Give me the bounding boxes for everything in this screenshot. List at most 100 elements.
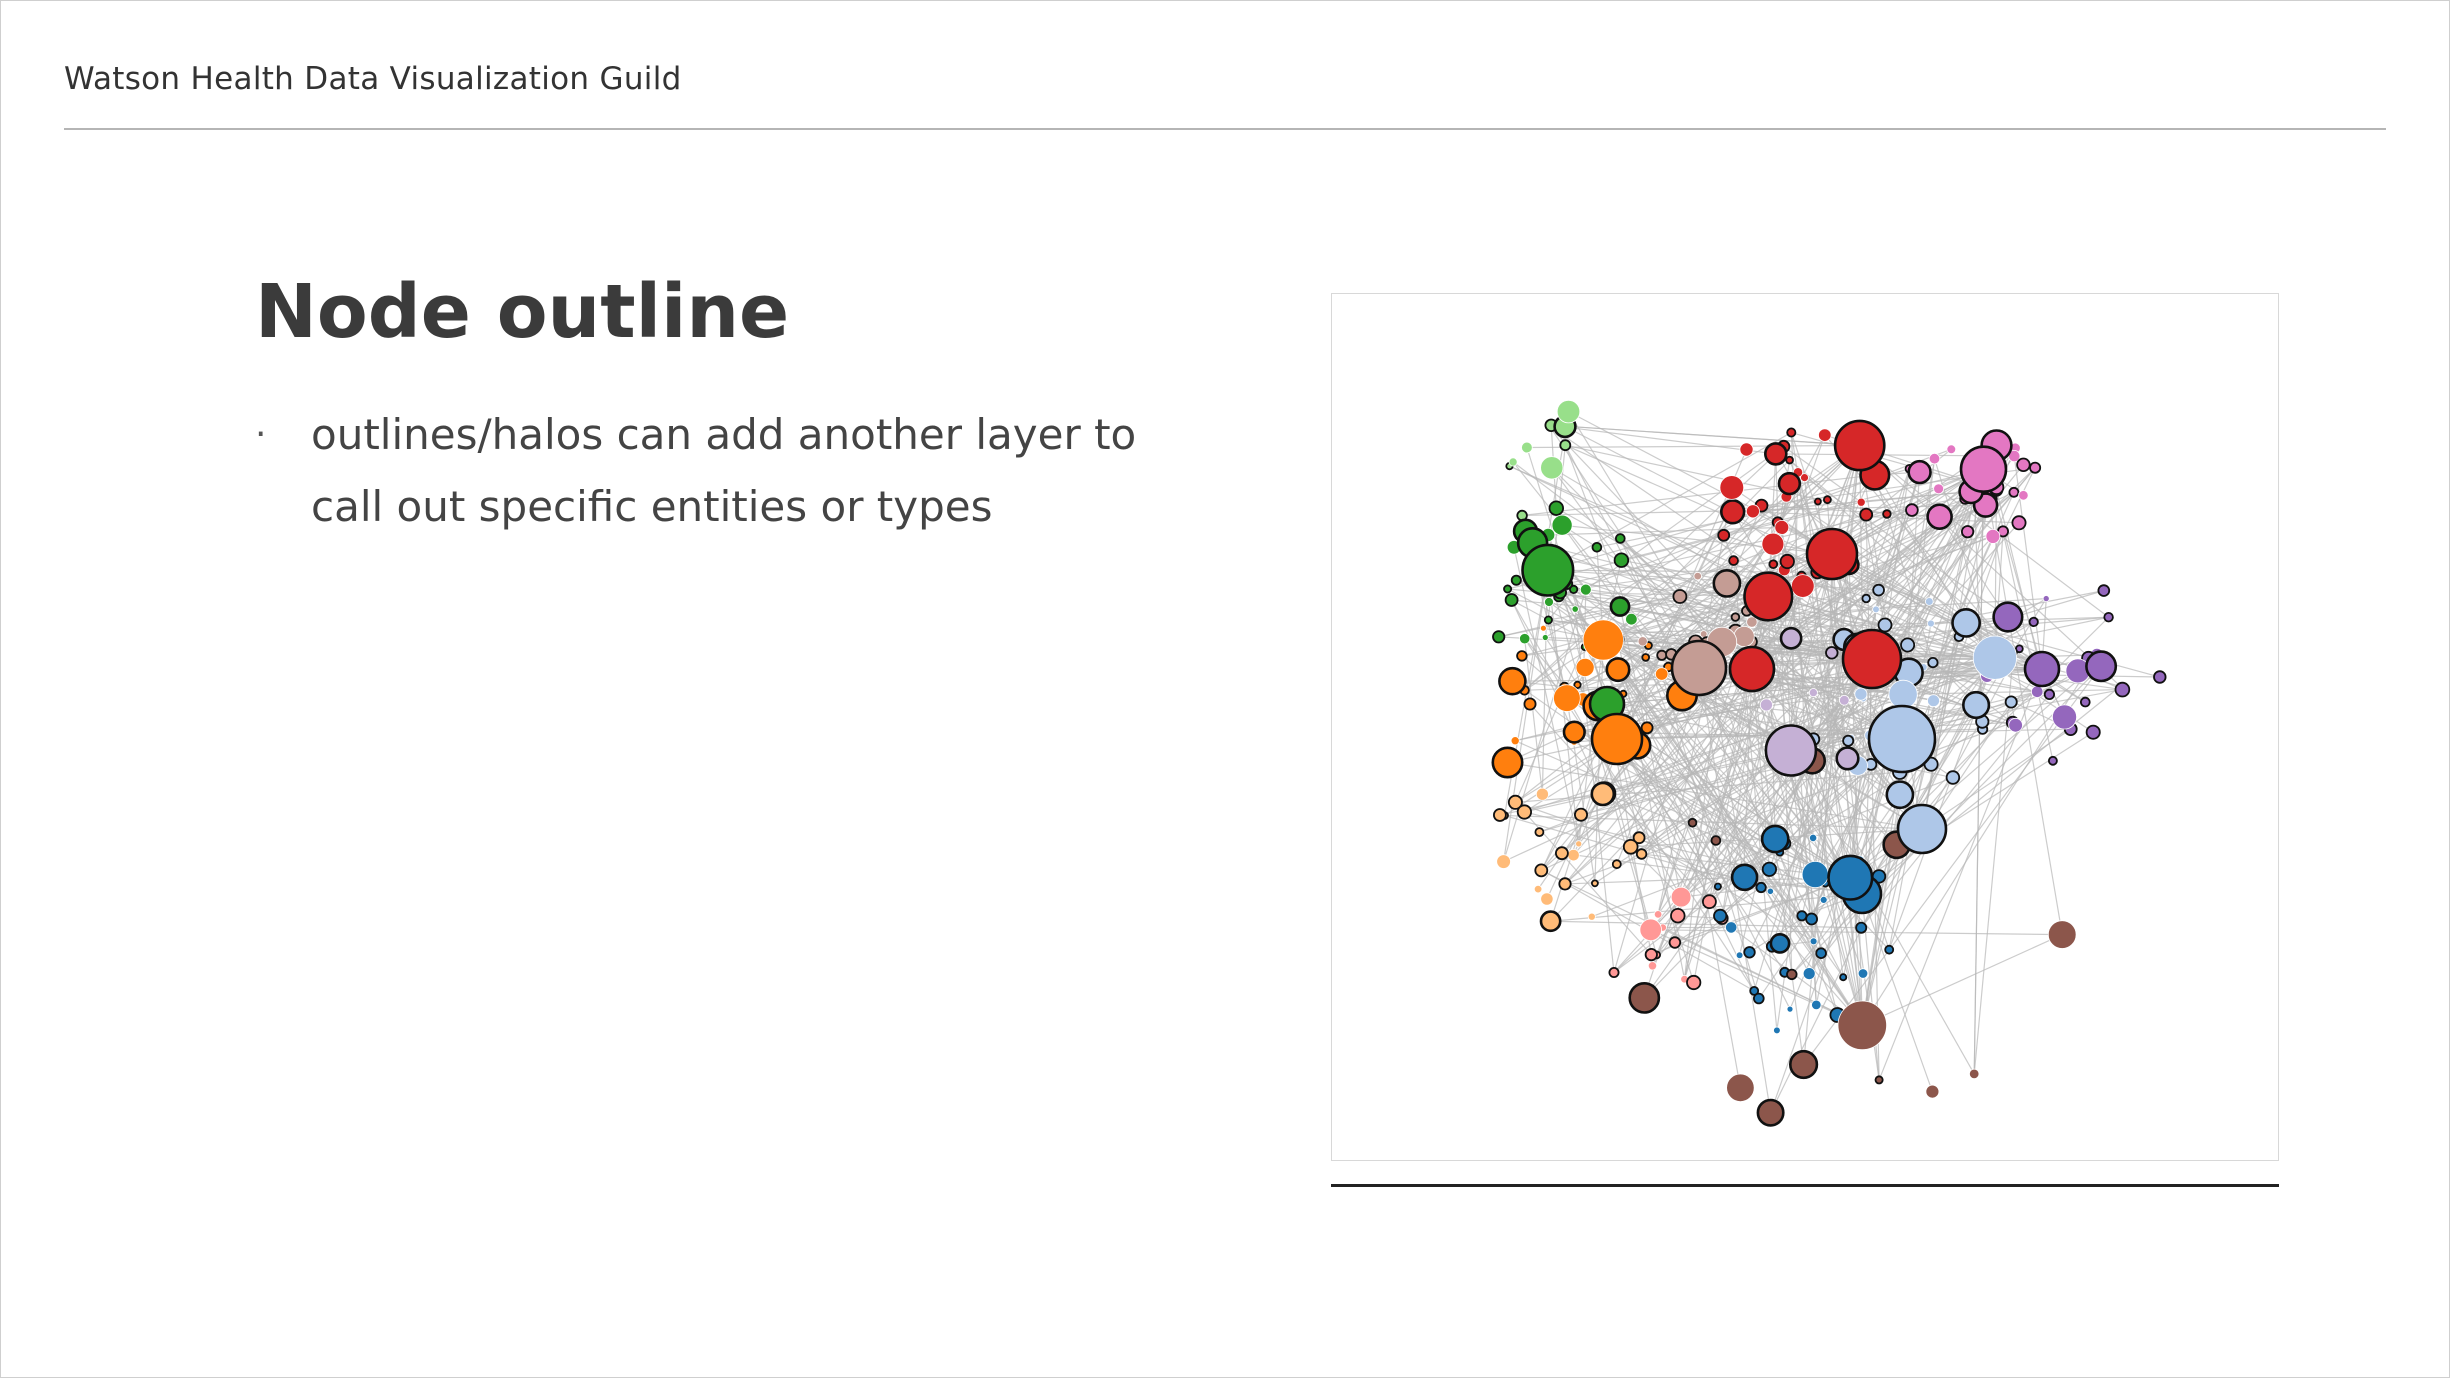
graph-node [2031,685,2044,698]
graph-node-outlined [1492,630,1506,644]
graph-node [1553,684,1581,712]
graph-edge [1643,668,1753,999]
graph-node-outlined [1777,471,1802,496]
network-graph [1491,399,2167,1127]
graph-node [1655,667,1669,681]
graph-edge [1698,667,1772,1113]
graph-edge [1861,893,1933,1092]
graph-node-outlined [1510,574,1522,586]
graph-node-outlined [1822,495,1832,505]
graph-node-outlined [1573,680,1582,689]
graph-node-outlined [1786,968,1798,981]
graph-node [1533,884,1543,894]
graph-node-outlined [1713,908,1728,924]
graph-node-outlined [1764,724,1818,777]
graph-edge [1564,444,1632,620]
graph-edge [1524,638,1543,795]
graph-edge [1616,721,2013,740]
graph-node-outlined [1900,637,1916,653]
graph-edge [1568,411,2020,650]
figure-underline [1331,1184,2279,1187]
graph-edge [1561,524,1649,646]
graph-edge [1547,569,1792,751]
graph-node [1575,657,1595,677]
graph-node [1786,1005,1794,1013]
graph-node-outlined [1867,704,1937,774]
graph-edge [1504,814,1923,830]
graph-node-outlined [1877,617,1893,633]
graph-node [1647,961,1658,971]
graph-edge [1547,570,1658,956]
graph-node-outlined [1761,861,1777,877]
graph-node [1587,912,1596,921]
graph-node-outlined [1842,734,1855,747]
graph-node [1809,937,1818,946]
graph-node [2008,717,2023,733]
graph-node [1857,968,1869,979]
graph-node-outlined [1504,593,1519,607]
graph-edge [1797,471,2009,618]
graph-node-outlined [1779,553,1795,570]
graph-edge [1650,929,1863,1026]
graph-node-outlined [1613,552,1630,568]
graph-node [1933,483,1944,495]
graph-node-outlined [1543,615,1553,625]
graph-edge [1662,658,1873,928]
graph-node [1925,1084,1940,1099]
graph-node-outlined [2103,612,2114,623]
graph-edge [1727,510,2020,524]
graph-edge [1878,668,2043,1081]
graph-edge [1564,444,1844,978]
graph-node [1800,473,1809,483]
graph-edge [1564,571,1818,885]
graph-node-outlined [2048,755,2058,766]
graph-node-outlined [1713,882,1722,891]
graph-node-outlined [1885,780,1915,810]
graph-node [1653,910,1663,919]
graph-node-outlined [1763,442,1788,466]
graph-edge [1921,648,2020,830]
graph-edge [1770,657,1996,1114]
graph-edge [1507,761,1923,830]
graph-node-outlined [1644,947,1658,962]
graph-node [1625,613,1638,626]
graph-edge [1562,524,1833,555]
graph-node-outlined [1926,503,1953,530]
graph-edge [1791,665,2102,975]
graph-node [1808,688,1818,698]
graph-edge [1551,424,1860,447]
slide-title: Node outline [255,269,790,355]
graph-node-outlined [1961,690,1991,720]
graph-node [1726,1073,1755,1103]
graph-edge [1751,668,1805,1065]
graph-node-outlined [1768,559,1779,570]
graph-node-outlined [1859,507,1874,522]
graph-node-outlined [1785,455,1794,465]
graph-edge [1547,432,1792,571]
graph-edge [1550,920,1862,929]
header-title: Watson Health Data Visualization Guild [64,61,682,97]
graph-node-outlined [2029,461,2042,474]
graph-node-outlined [2023,650,2061,688]
graph-node-outlined [1728,555,1739,566]
graph-node [1856,497,1866,507]
graph-edge [1645,657,1717,841]
graph-node-outlined [1701,894,1717,910]
graph-node [1838,694,1850,706]
graph-node-outlined [1534,827,1545,837]
graph-node [1639,918,1662,942]
graph-node-outlined [1670,908,1686,924]
graph-edge [1550,468,1984,922]
graph-node [1693,571,1702,581]
graph-edge [1537,745,1638,890]
graph-node [2052,704,2078,730]
graph-node [1802,967,1816,980]
graph-node-outlined [1756,1098,1785,1127]
graph-node-outlined [2153,670,2167,684]
graph-node-outlined [2085,724,2101,740]
graph-edge [1861,685,2121,895]
graph-edge [1697,445,1861,577]
graph-node [1801,861,1829,889]
graph-edge [1594,639,1604,884]
graph-edge [1592,633,1923,830]
